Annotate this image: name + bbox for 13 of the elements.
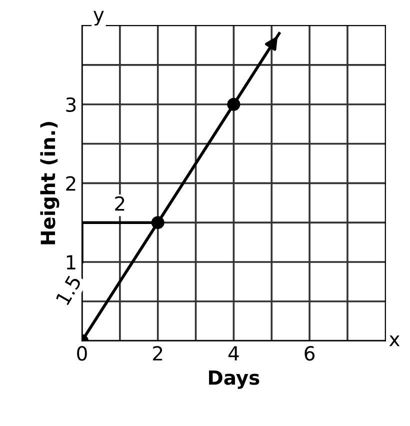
annotation: 2 [115,196,124,211]
x-tick-label: 0 [77,346,87,361]
y-tick-label: 2 [66,176,76,191]
x-tick-label: 2 [153,346,162,360]
text: 1.5 [56,274,82,306]
text: x [389,336,400,346]
x-tick-label: 4 [228,346,239,360]
y-tick-label: 3 [66,97,76,112]
y-tick-label: 1 [66,255,76,270]
x-tick-label: 6 [304,346,315,361]
annotation: y [94,10,104,26]
y-axis-title: Height (in.) [40,122,60,244]
x-axis-title: Days [209,370,260,389]
